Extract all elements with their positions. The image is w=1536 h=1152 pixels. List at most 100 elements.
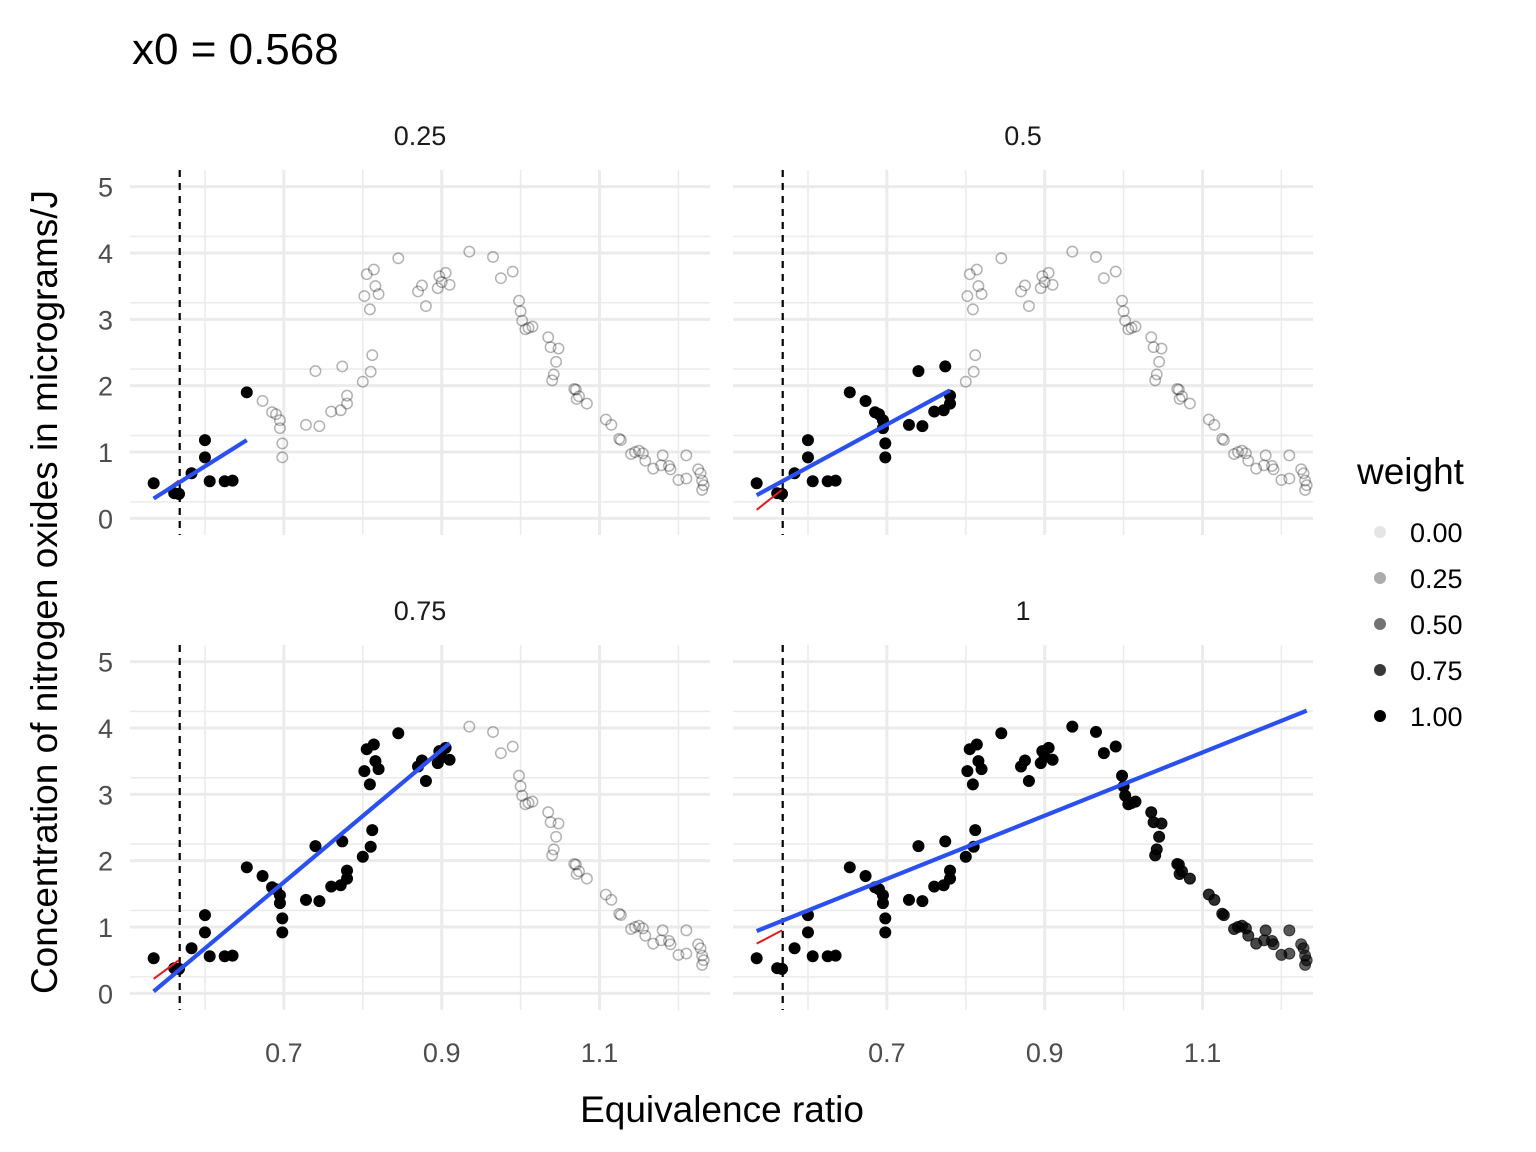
- data-point: [463, 720, 476, 733]
- data-point: [513, 294, 525, 307]
- data-point: [1125, 321, 1138, 334]
- data-point: [1176, 390, 1188, 403]
- data-point: [1232, 446, 1244, 458]
- data-point: [580, 872, 593, 885]
- data-point: [647, 937, 660, 950]
- data-point: [995, 252, 1008, 265]
- data-point: [542, 806, 555, 819]
- data-point: [959, 375, 972, 388]
- data-point: [969, 824, 982, 837]
- data-point: [514, 305, 527, 318]
- data-point: [360, 268, 373, 281]
- panel-strip-label: 0.25: [394, 121, 447, 151]
- data-point: [1171, 383, 1184, 395]
- data-point: [276, 451, 289, 464]
- data-point: [547, 843, 560, 856]
- y-tick-label: 5: [98, 648, 113, 678]
- data-point: [203, 950, 216, 963]
- data-point: [912, 365, 925, 378]
- data-point: [1217, 909, 1230, 922]
- weighted-fit-line: [152, 438, 248, 501]
- data-point: [625, 923, 638, 935]
- data-point: [663, 460, 675, 472]
- data-point: [443, 278, 456, 291]
- data-point: [969, 349, 982, 362]
- x-tick-label: 1.1: [581, 1038, 619, 1068]
- y-tick-label: 1: [98, 913, 113, 943]
- y-tick-label: 3: [98, 305, 113, 335]
- data-point: [902, 418, 915, 431]
- data-point: [522, 321, 535, 334]
- data-point: [750, 952, 763, 965]
- data-point: [1250, 462, 1263, 475]
- data-point: [273, 422, 286, 435]
- data-point: [435, 276, 448, 289]
- data-point: [879, 912, 892, 925]
- data-point: [1116, 294, 1128, 307]
- data-point: [1267, 463, 1280, 476]
- data-point: [1089, 725, 1102, 738]
- data-point: [439, 266, 452, 279]
- data-point: [226, 474, 239, 487]
- data-point: [680, 924, 693, 937]
- data-point: [516, 789, 529, 802]
- data-point: [487, 250, 499, 263]
- data-point: [902, 893, 915, 906]
- data-point: [1022, 775, 1035, 788]
- data-point: [519, 323, 532, 336]
- data-point: [519, 798, 532, 811]
- x-axis-ticks: 0.7 0.9 1.1 0.7 0.9 1.1: [265, 1038, 1221, 1068]
- data-point: [876, 897, 889, 910]
- data-point: [1145, 331, 1158, 344]
- data-point: [975, 288, 988, 301]
- data-point: [1046, 753, 1059, 766]
- data-point: [443, 753, 456, 766]
- data-point: [613, 432, 626, 445]
- data-point: [147, 952, 160, 965]
- x-axis-title: Equivalence ratio: [580, 1089, 864, 1130]
- data-point: [961, 765, 974, 778]
- legend-key: [1374, 710, 1386, 722]
- data-point: [1183, 397, 1196, 410]
- data-point: [463, 245, 476, 258]
- data-point: [788, 942, 801, 955]
- x-tick-label: 1.1: [1184, 1038, 1222, 1068]
- data-point: [514, 780, 527, 793]
- data-point: [625, 448, 638, 460]
- data-point: [358, 290, 371, 303]
- data-point: [1153, 355, 1166, 368]
- data-point: [198, 926, 211, 939]
- data-point: [1036, 270, 1049, 283]
- data-point: [1183, 872, 1196, 885]
- data-point: [697, 479, 710, 492]
- data-point: [364, 840, 377, 853]
- data-point: [419, 300, 432, 312]
- data-point: [655, 459, 668, 472]
- data-point: [939, 835, 952, 848]
- legend-title: weight: [1356, 451, 1465, 492]
- y-tick-label: 0: [98, 979, 113, 1009]
- data-point: [226, 949, 239, 962]
- data-point: [552, 817, 565, 830]
- data-point: [1216, 432, 1229, 445]
- data-point: [573, 865, 585, 878]
- data-point: [1242, 929, 1255, 942]
- data-point: [569, 858, 582, 871]
- data-point: [341, 389, 353, 402]
- y-tick-label: 4: [98, 239, 113, 269]
- legend-label: 0.25: [1410, 564, 1463, 594]
- weighted-fit-line: [755, 388, 952, 498]
- data-point: [829, 949, 842, 962]
- local-fit-line: [756, 489, 783, 511]
- data-point: [970, 738, 983, 751]
- data-point: [1202, 413, 1215, 426]
- data-point: [1300, 479, 1313, 492]
- data-point: [694, 467, 707, 480]
- data-point: [939, 360, 952, 373]
- data-point: [366, 824, 379, 837]
- data-point: [547, 368, 560, 381]
- data-point: [599, 888, 612, 901]
- x-tick-label: 0.7: [868, 1038, 906, 1068]
- data-point: [879, 437, 892, 450]
- data-point: [1129, 320, 1142, 333]
